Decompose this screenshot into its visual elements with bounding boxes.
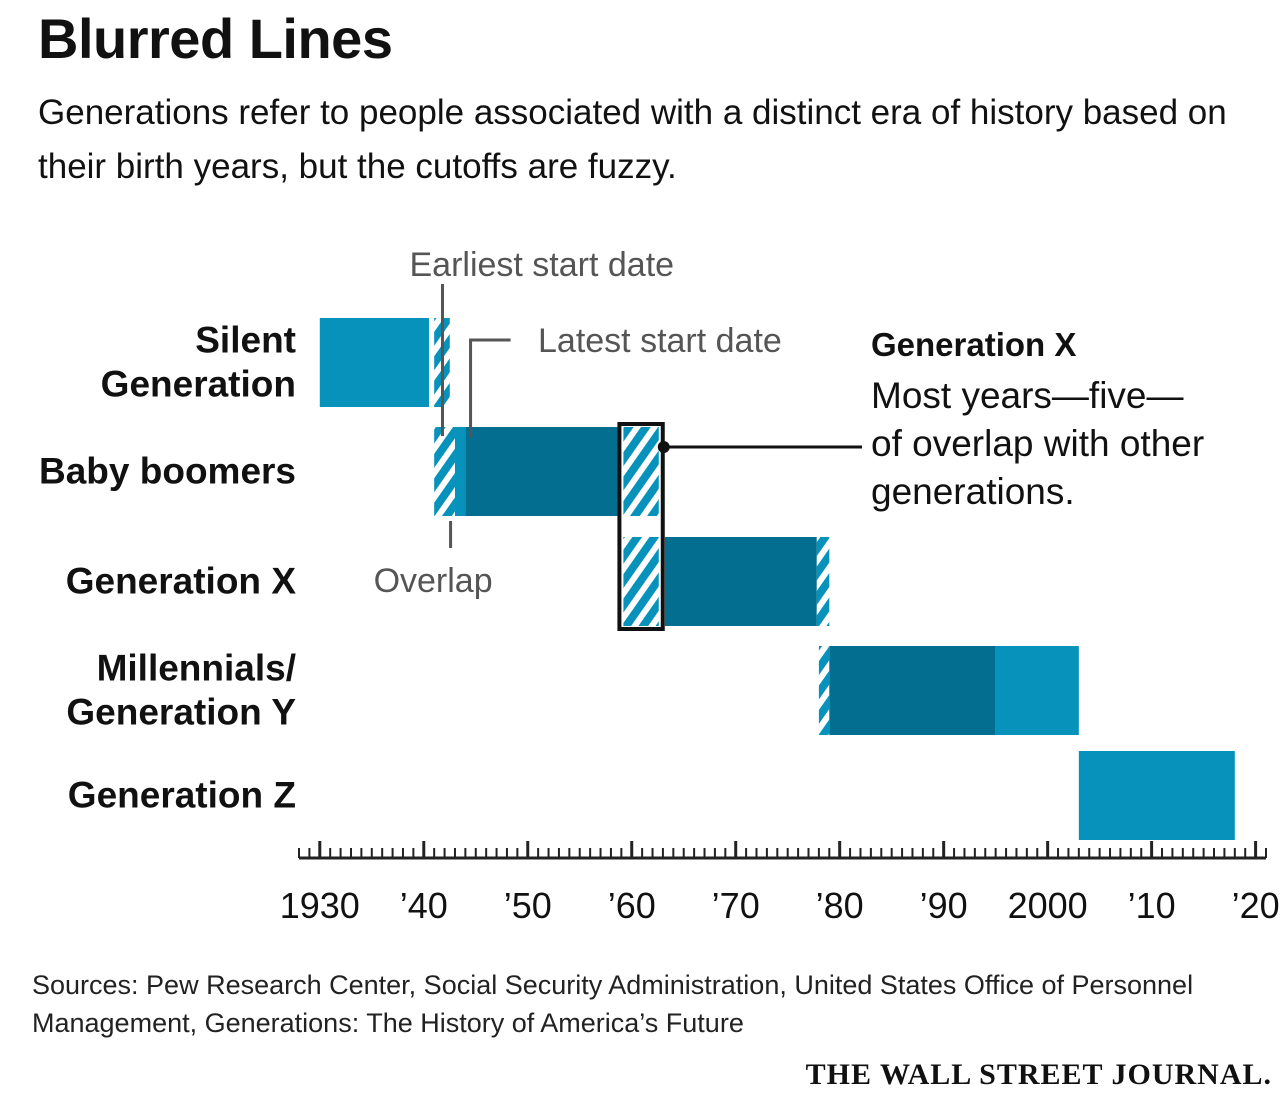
overlap-label: Overlap — [374, 562, 493, 600]
row-label-millennials-generation-y: Millennials/ — [97, 648, 296, 689]
bar-baby-boomers-light-1 — [454, 427, 466, 516]
bar-silent-generation-light-0 — [319, 318, 429, 407]
bar-generation-x-hatch-2 — [816, 537, 830, 626]
bar-baby-boomers-hatch-3 — [623, 427, 659, 516]
bar-baby-boomers-dark-2 — [465, 427, 619, 516]
row-label-baby-boomers: Baby boomers — [39, 451, 296, 492]
tick-label: ’50 — [504, 885, 552, 926]
x-axis: 1930 ’40 ’50 ’60 ’70 ’80 ’90 2000 ’10 ’20 — [280, 841, 1280, 926]
bar-generation-x-hatch-0 — [623, 537, 659, 626]
latest-start-leader — [469, 338, 511, 438]
tick-label: ’80 — [816, 885, 864, 926]
bar-baby-boomers-hatch-0 — [434, 427, 455, 516]
tick-label: 1930 — [280, 885, 360, 926]
callout-text-line: of overlap with other — [871, 423, 1204, 464]
sources-note: Sources: Pew Research Center, Social Sec… — [32, 970, 1194, 1038]
callout-text-line: Most years—five— — [871, 375, 1184, 416]
bar-millennials-generation-y-hatch-0 — [818, 646, 830, 735]
earliest-start-label: Earliest start date — [409, 246, 674, 284]
chart-title: Blurred Lines — [38, 7, 393, 70]
bar-generation-x-dark-1 — [665, 537, 817, 626]
latest-start-label: Latest start date — [538, 322, 782, 360]
tick-label: ’60 — [608, 885, 656, 926]
tick-label: ’20 — [1232, 885, 1280, 926]
tick-label: ’10 — [1128, 885, 1176, 926]
publisher-logo: THE WALL STREET JOURNAL. — [805, 1058, 1272, 1091]
bar-millennials-generation-y-light-2 — [995, 646, 1079, 735]
row-label-generation-x: Generation X — [66, 561, 297, 602]
chart-subtitle: Generations refer to people associated w… — [38, 93, 1227, 186]
bar-generation-z-light-0 — [1078, 751, 1235, 840]
bars — [319, 318, 1235, 840]
row-label-millennials-generation-y: Generation Y — [66, 692, 296, 733]
row-label-silent-generation: Generation — [101, 364, 296, 405]
row-label-silent-generation: Silent — [195, 320, 296, 361]
tick-label: ’90 — [920, 885, 968, 926]
annotations: Earliest start date Latest start date Over… — [374, 246, 1205, 600]
callout-heading: Generation X — [871, 326, 1076, 363]
callout-text-line: generations. — [871, 471, 1075, 512]
bar-millennials-generation-y-dark-1 — [829, 646, 996, 735]
tick-label: ’40 — [400, 885, 448, 926]
overlap-highlight-box — [617, 422, 665, 631]
tick-label: 2000 — [1008, 885, 1088, 926]
row-label-generation-z: Generation Z — [68, 775, 296, 816]
tick-label: ’70 — [712, 885, 760, 926]
